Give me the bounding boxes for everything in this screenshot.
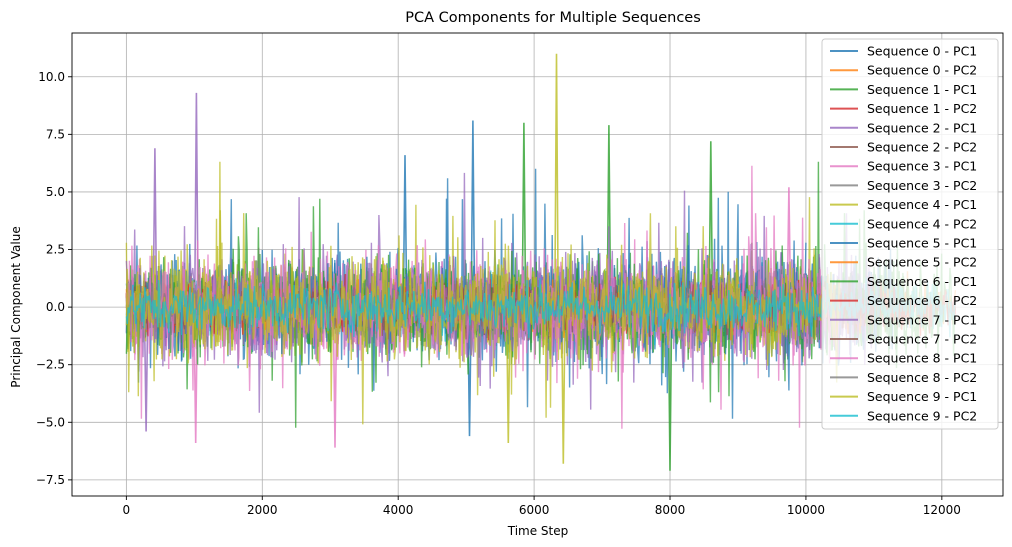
y-tick-label: 5.0	[46, 185, 65, 199]
series-spike-6-1	[332, 307, 338, 448]
series-spike-4-1	[152, 148, 158, 308]
x-tick-label: 10000	[787, 503, 825, 517]
y-tick-label: −5.0	[36, 415, 65, 429]
series-spike-4-2	[143, 307, 149, 432]
series-spike-2-2	[667, 307, 673, 471]
x-tick-label: 4000	[383, 503, 414, 517]
series-spike-8-0	[554, 53, 559, 308]
series-spike-2-1	[521, 122, 527, 308]
legend-label-2: Sequence 1 - PC1	[867, 82, 977, 97]
series-line-19	[125, 277, 957, 338]
legend-label-14: Sequence 7 - PC1	[867, 312, 977, 327]
series-spike-4-0	[193, 92, 199, 308]
x-tick-label: 12000	[923, 503, 961, 517]
y-tick-label: 2.5	[46, 243, 65, 257]
legend-label-18: Sequence 9 - PC1	[867, 389, 977, 404]
legend-label-7: Sequence 3 - PC2	[867, 178, 977, 193]
x-tick-label: 6000	[519, 503, 550, 517]
legend-label-1: Sequence 0 - PC2	[867, 63, 977, 78]
legend-label-8: Sequence 4 - PC1	[867, 197, 977, 212]
legend-label-17: Sequence 8 - PC2	[867, 370, 977, 385]
legend-label-6: Sequence 3 - PC1	[867, 159, 977, 174]
legend-label-19: Sequence 9 - PC2	[867, 408, 977, 423]
x-tick-label: 2000	[247, 503, 278, 517]
legend-label-12: Sequence 6 - PC1	[867, 274, 977, 289]
y-tick-label: 0.0	[46, 300, 65, 314]
legend-label-5: Sequence 2 - PC2	[867, 140, 977, 155]
legend-label-13: Sequence 6 - PC2	[867, 293, 977, 308]
axes-frame	[71, 32, 1004, 497]
series-line-16	[125, 165, 841, 429]
y-axis-label: Principal Component Value	[9, 226, 23, 387]
legend-box	[821, 38, 999, 430]
legend-label-0: Sequence 0 - PC1	[867, 44, 977, 59]
series-spike-0-0	[470, 120, 476, 308]
legend-label-16: Sequence 8 - PC1	[867, 351, 977, 366]
series-spike-2-0	[606, 125, 612, 308]
legend-label-9: Sequence 4 - PC2	[867, 216, 977, 231]
legend-label-3: Sequence 1 - PC2	[867, 101, 977, 116]
y-tick-label: −7.5	[36, 473, 65, 487]
y-tick-label: −2.5	[36, 358, 65, 372]
series-lines	[125, 53, 957, 471]
legend-label-15: Sequence 7 - PC2	[867, 332, 977, 347]
legend-label-11: Sequence 5 - PC2	[867, 255, 977, 270]
series-spike-2-3	[708, 141, 714, 308]
x-tick-label: 8000	[655, 503, 686, 517]
x-axis-label: Time Step	[507, 524, 569, 538]
legend-label-4: Sequence 2 - PC1	[867, 120, 977, 135]
legend: Sequence 0 - PC1 Sequence 0 - PC2 Sequence…	[821, 38, 999, 430]
legend-label-10: Sequence 5 - PC1	[867, 236, 977, 251]
chart-title: PCA Components for Multiple Sequences	[405, 10, 701, 26]
y-tick-label: 10.0	[38, 70, 65, 84]
series-spike-0-1	[402, 155, 408, 308]
x-tick-label: 0	[123, 503, 131, 517]
y-tick-label: 7.5	[46, 127, 65, 141]
series-spike-8-1	[560, 307, 566, 464]
